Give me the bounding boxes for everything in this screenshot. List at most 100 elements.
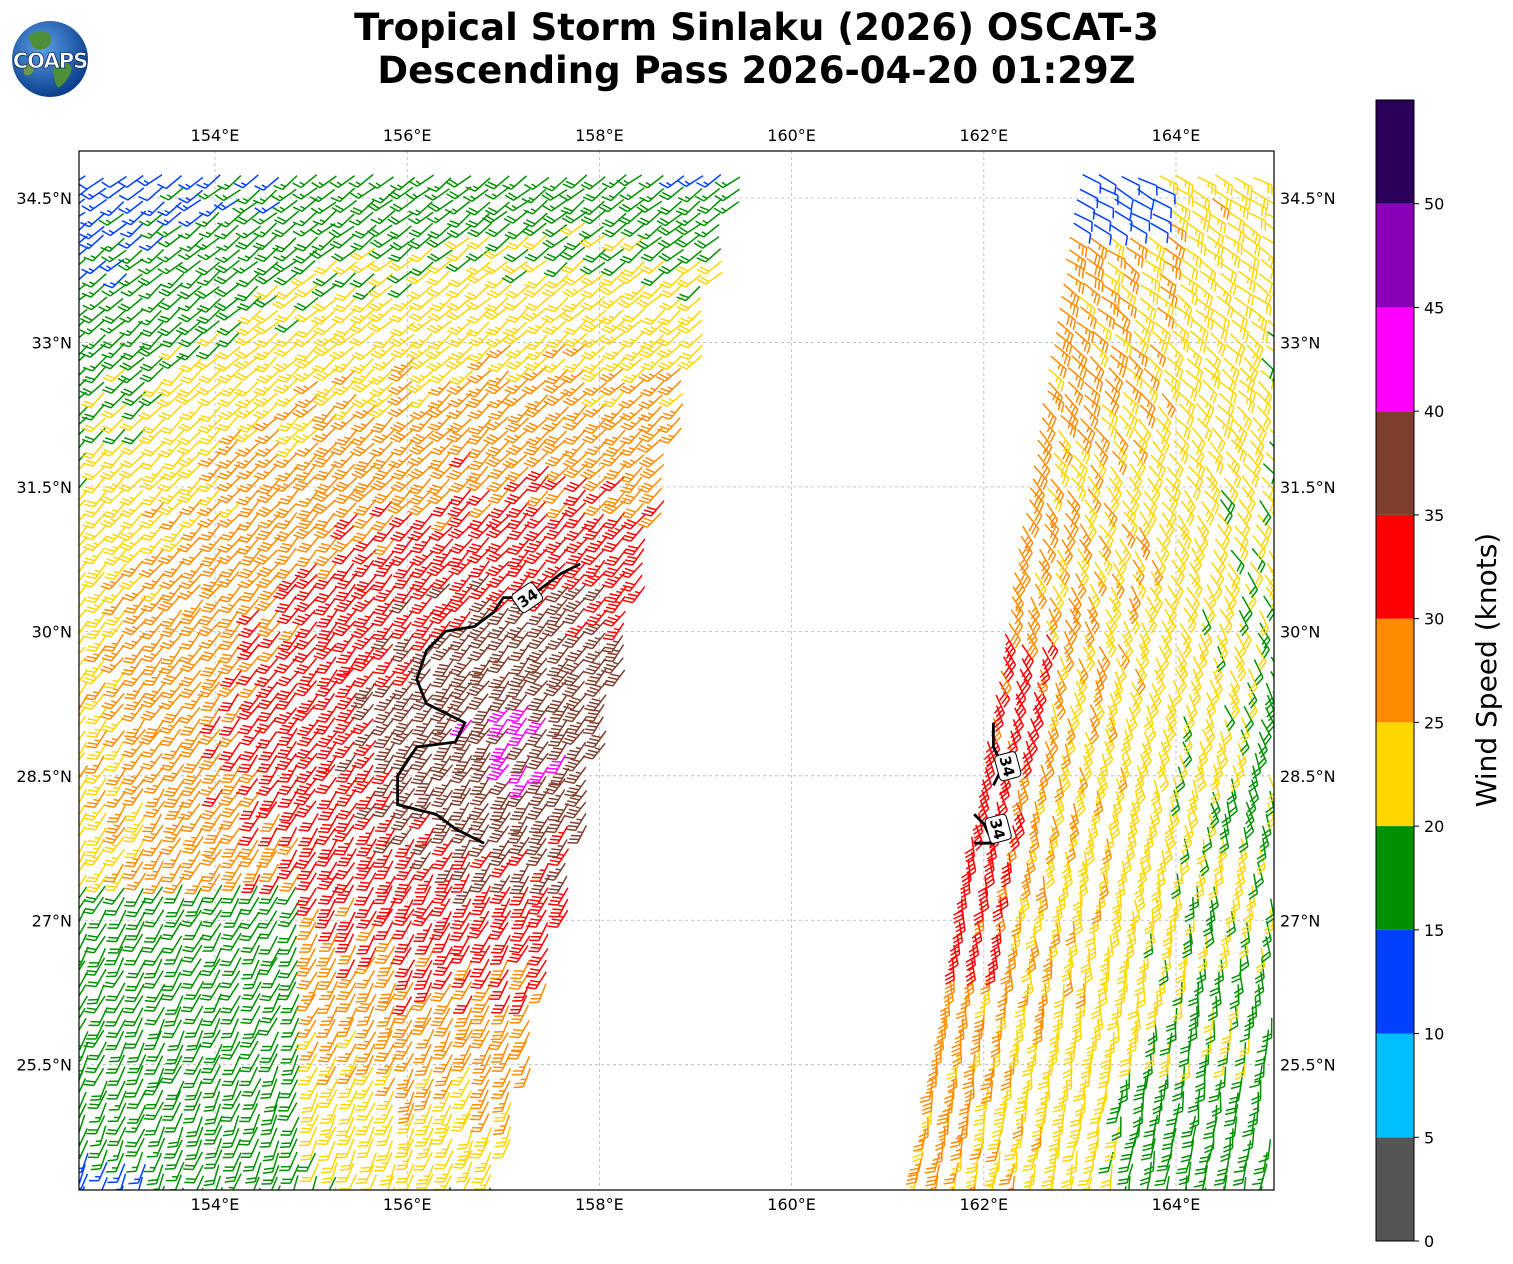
- wind-barb: [432, 1171, 451, 1196]
- wind-barb: [204, 1088, 220, 1114]
- wind-barb: [373, 593, 395, 618]
- wind-barb: [122, 857, 142, 882]
- wind-barb: [64, 726, 85, 751]
- wind-barb: [510, 872, 529, 897]
- wind-barb: [143, 892, 163, 917]
- wind-barb: [256, 774, 278, 798]
- wind-barb: [564, 797, 586, 821]
- wind-barb: [395, 1147, 412, 1173]
- wind-barb: [450, 1075, 469, 1100]
- wind-barb: [374, 966, 394, 991]
- wind-barb: [299, 1111, 318, 1136]
- wind-barb: [86, 1017, 104, 1043]
- wind-barb: [63, 567, 85, 591]
- wind-barb: [380, 1162, 395, 1188]
- wind-barb: [127, 1051, 145, 1077]
- wind-barb: [452, 751, 472, 776]
- wind-barb: [221, 1028, 238, 1054]
- wind-barb: [279, 1148, 297, 1174]
- wind-barb: [260, 944, 280, 969]
- wind-barb: [106, 1015, 125, 1040]
- wind-barb: [275, 748, 296, 773]
- wind-barb: [164, 954, 182, 980]
- wind-barb: [67, 991, 87, 1016]
- wind-barb: [245, 1160, 261, 1186]
- wind-barb: [65, 855, 86, 880]
- wind-barb: [177, 578, 200, 602]
- wind-barb: [179, 568, 202, 592]
- wind-barb: [259, 872, 279, 897]
- wind-barb: [241, 1135, 259, 1161]
- wind-barb: [108, 931, 126, 957]
- wind-barb: [432, 930, 450, 956]
- wind-barb: [472, 1161, 491, 1186]
- wind-barb: [204, 1162, 219, 1188]
- wind-barb: [330, 519, 354, 542]
- wind-barb: [340, 1147, 355, 1173]
- wind-barb: [260, 1125, 277, 1151]
- wind-barb: [183, 1100, 200, 1126]
- wind-barb: [84, 1064, 104, 1089]
- wind-barb: [204, 1112, 222, 1138]
- wind-barb: [147, 1135, 165, 1161]
- wind-barb: [457, 1138, 472, 1164]
- wind-barb: [390, 617, 411, 642]
- wind-barb: [470, 931, 490, 956]
- wind-barbs-layer: [60, 167, 1291, 1212]
- wind-barb: [110, 1171, 126, 1197]
- wind-barb: [472, 882, 490, 908]
- wind-barb: [182, 763, 203, 788]
- wind-barb: [605, 581, 626, 606]
- wind-barb: [317, 1183, 336, 1209]
- wind-barb: [317, 617, 338, 642]
- wind-barb: [205, 1101, 221, 1127]
- wind-barb: [371, 714, 393, 738]
- wind-barb: [583, 738, 605, 762]
- wind-barb: [389, 545, 412, 569]
- wind-barb: [337, 654, 357, 679]
- wind-barb: [105, 786, 126, 811]
- wind-barb: [495, 1124, 511, 1150]
- wind-barb: [416, 1026, 434, 1052]
- wind-barb: [261, 1162, 278, 1188]
- wind-barb: [164, 1110, 182, 1136]
- wind-barb: [68, 967, 87, 992]
- wind-barb: [121, 653, 142, 678]
- wind-barb: [200, 809, 221, 834]
- wind-barb: [260, 1076, 277, 1102]
- wind-barb: [166, 1159, 184, 1185]
- wind-barb: [90, 1174, 107, 1200]
- wind-barb: [146, 1039, 165, 1065]
- wind-barb: [243, 1148, 260, 1174]
- wind-barb: [295, 1028, 315, 1053]
- wind-barb: [159, 833, 180, 858]
- wind-barb: [486, 759, 508, 783]
- wind-barb: [201, 666, 222, 691]
- wind-barb: [260, 1040, 278, 1066]
- wind-barb: [316, 737, 336, 762]
- wind-barb: [65, 821, 86, 846]
- wind-barb: [473, 1184, 491, 1210]
- wind-barb: [242, 1087, 259, 1113]
- wind-barb: [490, 856, 511, 881]
- wind-barb: [103, 497, 126, 521]
- wind-barb: [528, 883, 548, 908]
- wind-barb: [261, 1102, 277, 1128]
- wind-barb: [182, 930, 203, 955]
- wind-barb: [393, 904, 414, 929]
- wind-barb: [276, 882, 296, 907]
- wind-barb: [165, 1147, 182, 1173]
- wind-barb: [415, 944, 434, 969]
- wind-barb: [184, 1088, 202, 1114]
- wind-barb: [72, 1150, 88, 1176]
- wind-barb: [67, 1075, 85, 1101]
- wind-barb: [178, 702, 200, 726]
- wind-barb: [621, 520, 643, 544]
- wind-barb: [601, 652, 623, 676]
- wind-barb: [181, 726, 201, 751]
- wind-barb: [147, 1065, 164, 1091]
- wind-barb: [359, 1171, 376, 1197]
- wind-barb: [199, 519, 220, 544]
- wind-barb: [86, 557, 107, 582]
- wind-barb: [202, 929, 220, 955]
